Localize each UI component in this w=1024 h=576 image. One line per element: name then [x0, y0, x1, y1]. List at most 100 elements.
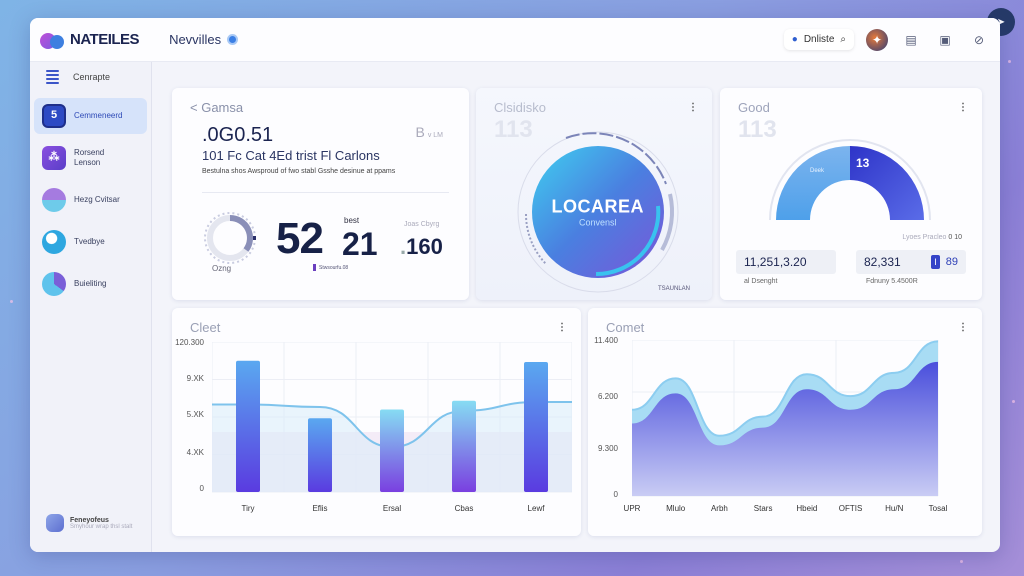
- y-tick: 4.XK: [186, 448, 204, 457]
- y-tick: 11.400: [594, 336, 618, 345]
- bar[interactable]: [380, 409, 404, 493]
- bar-chart-card: Cleet ⋮ 120.300 9.XK 5.XK 4.XK 0 Tiry Efl…: [172, 308, 581, 536]
- link-icon[interactable]: ⊘: [973, 32, 985, 47]
- sidebar-item-label: Rorsend Lenson: [74, 148, 105, 167]
- top-bar: NATEILES Nevvilles ● Dnliste ⌕ ✦ ▤ ▣ ⊘: [30, 18, 1000, 62]
- badge-letter: B: [415, 124, 425, 140]
- bar[interactable]: [308, 418, 332, 492]
- location-icon: [42, 230, 66, 254]
- x-tick: Stars: [753, 504, 773, 513]
- brand-logo[interactable]: NATEILES: [40, 29, 140, 51]
- ghost-value: 113: [738, 116, 777, 143]
- x-tick: Mlulo: [666, 504, 686, 513]
- x-tick: Tiry: [241, 504, 255, 513]
- y-tick: 6.200: [597, 392, 618, 401]
- x-tick: Arbh: [710, 504, 728, 513]
- sparkle: [1012, 400, 1015, 403]
- clipboard-icon[interactable]: ▣: [939, 32, 951, 47]
- gauge-chart: [760, 128, 940, 228]
- card-title: Clsidisko: [494, 100, 547, 115]
- sidebar: Cenrapte 5 Cemmeneerd ⁂ Rorsend Lenson H…: [30, 62, 152, 552]
- hint-value: 0 10: [948, 234, 962, 241]
- tag-icon: ●: [791, 34, 798, 45]
- brand-name: NATEILES: [70, 31, 140, 48]
- dashboard-icon: 5: [42, 104, 66, 128]
- more-options-icon[interactable]: ⋮: [557, 322, 567, 333]
- sidebar-item-label: Cemmeneerd: [74, 111, 123, 121]
- ring-center-subtitle: Convensl: [579, 217, 617, 228]
- stat-b-extra: 89: [945, 256, 958, 268]
- y-tick: 120.300: [175, 338, 204, 347]
- book-icon[interactable]: ▤: [905, 32, 917, 47]
- gauge-label: Ozng: [212, 264, 232, 273]
- gauge-left-label: Deek: [810, 168, 825, 174]
- sidebar-item-dashboard[interactable]: 5 Cemmeneerd: [34, 98, 147, 134]
- summary-badge: B v LM: [415, 124, 443, 140]
- ring-center: LOCAREA Convensl: [552, 197, 645, 228]
- x-tick: Hbeid: [796, 504, 818, 513]
- stat-a: 11,251,3.20: [736, 250, 836, 274]
- card-title: Cleet: [190, 320, 221, 335]
- metric-third: .160: [400, 234, 443, 259]
- pie-chart-icon: [42, 272, 66, 296]
- hint-label: Lyoes Pracleo: [902, 234, 947, 241]
- footer-subtitle: Smyhour wrap thsl stalt: [70, 523, 133, 530]
- sidebar-item-label: Hezg Cvitsar: [74, 195, 120, 205]
- metric-second-label: best: [344, 216, 360, 225]
- more-options-icon[interactable]: ⋮: [688, 102, 698, 113]
- sidebar-item-feedback[interactable]: Tvedbye: [34, 224, 147, 260]
- main-content: < Gamsa .0G0.51 B v LM 101 Fc Cat 4Ed tr…: [152, 62, 1000, 552]
- bar-chart: [212, 342, 572, 493]
- sidebar-footer[interactable]: Feneyofeus Smyhour wrap thsl stalt: [46, 514, 132, 532]
- y-tick: 5.XK: [186, 410, 204, 419]
- gauge-hint: Lyoes Pracleo 0 10: [902, 234, 962, 241]
- metric-third-label: Joas Cbyrg: [404, 221, 440, 228]
- divider: [202, 192, 449, 193]
- footer-title: Feneyofeus: [70, 516, 109, 524]
- search-label: Dnliste: [803, 34, 835, 45]
- metric-main: 52: [276, 214, 324, 263]
- gauge-right-label: 13: [856, 156, 870, 170]
- metric-second: 21: [342, 226, 378, 262]
- sidebar-item-culture[interactable]: Hezg Cvitsar: [34, 182, 147, 218]
- y-tick: 0: [199, 484, 204, 493]
- card-title[interactable]: < Gamsa: [190, 100, 244, 115]
- sidebar-item-lessons[interactable]: ⁂ Rorsend Lenson: [34, 140, 147, 176]
- sidebar-header[interactable]: Cenrapte: [30, 62, 151, 92]
- more-options-icon[interactable]: ⋮: [958, 322, 968, 333]
- card-title: Comet: [606, 320, 645, 335]
- stat-b-caption: Fdnuny 5.4500R: [866, 278, 918, 285]
- y-tick: 0: [613, 490, 618, 499]
- nav-title[interactable]: Nevvilles: [169, 32, 239, 47]
- x-tick: Cbas: [454, 504, 474, 513]
- x-tick: OFTIS: [838, 504, 863, 513]
- x-tick: Eflis: [312, 504, 328, 513]
- area-chart-card: Comet ⋮ 11.400 6.200 9.300 0 UPR Mlulo Arb…: [588, 308, 982, 536]
- top-actions: ● Dnliste ⌕ ✦ ▤ ▣ ⊘: [783, 28, 990, 51]
- search-icon: ⌕: [840, 34, 846, 45]
- user-avatar[interactable]: ✦: [866, 28, 888, 51]
- summary-card: < Gamsa .0G0.51 B v LM 101 Fc Cat 4Ed tr…: [172, 88, 469, 300]
- legend-chip: Stwsourfu.08: [313, 264, 348, 271]
- search-button[interactable]: ● Dnliste ⌕: [783, 29, 854, 50]
- globe-icon: [42, 188, 66, 212]
- y-tick: 9.300: [597, 444, 618, 453]
- x-tick: Lewf: [527, 504, 545, 513]
- bar[interactable]: [452, 400, 476, 492]
- more-options-icon[interactable]: ⋮: [958, 102, 968, 113]
- sidebar-item-building[interactable]: Buieliting: [34, 266, 147, 302]
- summary-subtitle: 101 Fc Cat 4Ed trist Fl Carlons: [202, 148, 380, 163]
- menu-icon[interactable]: [46, 70, 59, 84]
- summary-value: .0G0.51: [202, 124, 274, 146]
- ring-center-title: LOCAREA: [551, 196, 645, 217]
- x-tick: UPR: [623, 504, 641, 513]
- stat-b-pill[interactable]: I: [931, 255, 940, 269]
- bar[interactable]: [236, 360, 260, 492]
- status-dot-icon: [227, 34, 239, 45]
- progress-ring-icon: [200, 208, 260, 268]
- sidebar-item-label: Buieliting: [74, 279, 107, 289]
- bar[interactable]: [524, 362, 548, 492]
- sidebar-item-label: Tvedbye: [74, 237, 105, 247]
- sparkle: [960, 560, 963, 563]
- x-tick: Ersal: [382, 504, 402, 513]
